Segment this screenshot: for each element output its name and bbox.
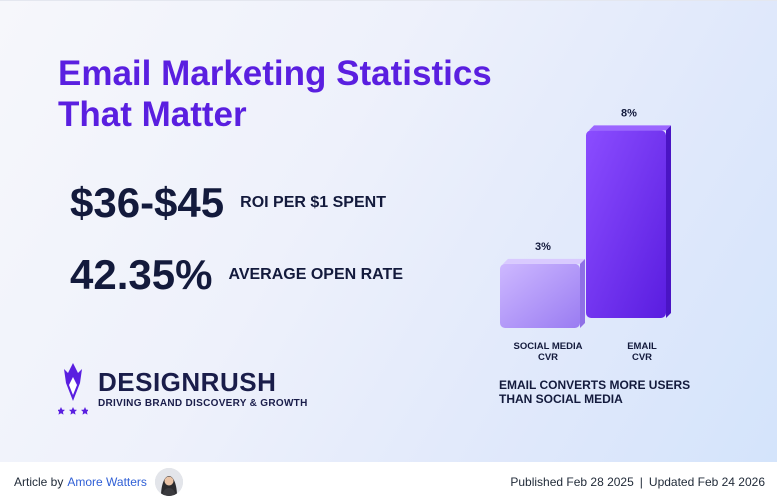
stat-open-rate-value: 42.35% (70, 251, 213, 298)
brand-tagline: DRIVING BRAND DISCOVERY & GROWTH (98, 398, 308, 409)
stat-roi-value: $36-$45 (70, 179, 225, 226)
chart-annotation: EMAIL CONVERTS MORE USERS THAN SOCIAL ME… (499, 378, 719, 406)
value-label-email: 8% (621, 107, 637, 119)
title-line-2: That Matter (58, 95, 247, 134)
article-by-label: Article by (14, 474, 64, 489)
infographic-card: Email Marketing Statistics That Matter $… (0, 0, 777, 462)
title-line-1: Email Marketing Statistics (58, 54, 492, 93)
brand-name: DESIGNRUSH (98, 367, 277, 397)
author-avatar-icon (154, 467, 183, 496)
publish-dates: Published Feb 28 2025 | Updated Feb 24 2… (510, 475, 765, 489)
stat-open-rate-label: AVERAGE OPEN RATE (228, 266, 403, 283)
chart-annotation-line-1: EMAIL CONVERTS MORE USERS (499, 378, 691, 392)
date-separator: | (639, 474, 643, 489)
stat-roi-label: ROI PER $1 SPENT (240, 194, 386, 211)
category-label-email: EMAIL (627, 341, 657, 352)
designrush-mark-icon (58, 363, 88, 415)
bar-social-media-cvr (500, 258, 585, 328)
article-footer: Article by Amore Watters Published Feb 2… (0, 462, 777, 501)
category-label-social-media: CVR (538, 352, 558, 363)
category-label-email: CVR (632, 352, 652, 363)
author-link[interactable]: Amore Watters (67, 474, 147, 489)
value-label-social-media: 3% (535, 241, 551, 253)
avatar[interactable] (154, 467, 183, 496)
category-label-social-media: SOCIAL MEDIA (514, 341, 583, 352)
chart-annotation-line-2: THAN SOCIAL MEDIA (499, 392, 623, 406)
page-title: Email Marketing Statistics That Matter (58, 53, 578, 135)
bar-email-cvr (586, 125, 671, 319)
author-info: Article by Amore Watters (14, 467, 183, 496)
updated-date: Updated Feb 24 2026 (648, 474, 765, 489)
published-date: Published Feb 28 2025 (510, 474, 634, 489)
stat-roi: $36-$45 ROI PER $1 SPENT (70, 179, 386, 227)
designrush-logo: DESIGNRUSH DRIVING BRAND DISCOVERY & GRO… (58, 363, 308, 415)
stat-open-rate: 42.35% AVERAGE OPEN RATE (70, 251, 403, 299)
